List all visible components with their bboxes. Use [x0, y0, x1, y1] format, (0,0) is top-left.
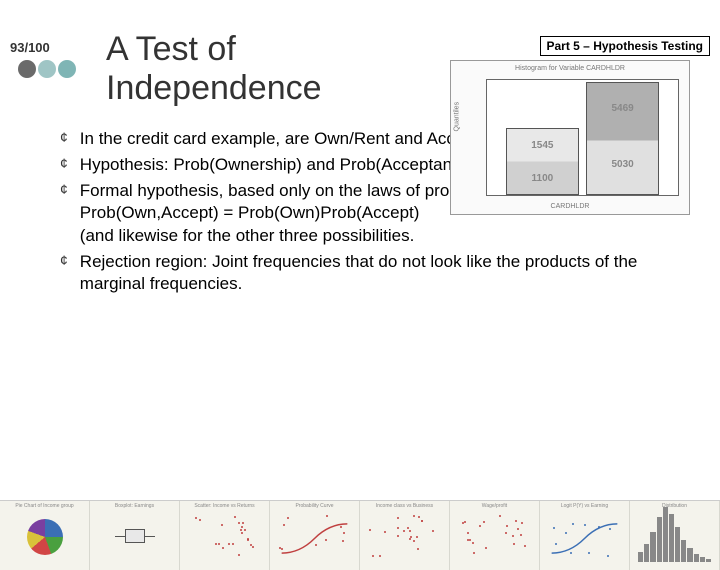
bullet-glyph: ¢ — [60, 180, 68, 246]
footer-thumb: Probability Curve — [270, 501, 360, 570]
thumb-title: Logit P(Y) vs Earning — [542, 503, 627, 509]
histogram-xlabel: CARDHLDR — [451, 203, 689, 210]
deco-circle — [38, 60, 56, 78]
part-label: Part 5 – Hypothesis Testing — [540, 36, 711, 56]
bullet-glyph: ¢ — [60, 154, 68, 176]
footer-thumb: Wage/profit — [450, 501, 540, 570]
title-decoration — [18, 60, 76, 78]
slide-number: 93/100 — [10, 40, 50, 55]
bar-label-top: 1545 — [507, 140, 578, 151]
histogram-bar: 1545 1100 — [506, 128, 579, 195]
deco-circle — [58, 60, 76, 78]
histogram-chart: Histogram for Variable CARDHLDR Quantile… — [450, 60, 690, 215]
line-icon — [548, 515, 621, 562]
scatter-icon — [368, 515, 441, 562]
scatter-icon — [458, 515, 531, 562]
thumb-title: Distribution — [632, 503, 717, 509]
thumb-title: Pie Chart of Income group — [2, 503, 87, 509]
bullet-glyph: ¢ — [60, 251, 68, 295]
footer-thumb: Pie Chart of Income group — [0, 501, 90, 570]
bullet-glyph: ¢ — [60, 128, 68, 150]
histogram-bar: 5469 5030 — [586, 82, 659, 195]
footer-thumb: Income class vs Business — [360, 501, 450, 570]
footer-thumbnails: Pie Chart of Income group Boxplot: Earnin… — [0, 500, 720, 570]
line-icon — [278, 515, 351, 562]
thumb-title: Wage/profit — [452, 503, 537, 509]
thumb-title: Boxplot: Earnings — [92, 503, 177, 509]
footer-thumb: Boxplot: Earnings — [90, 501, 180, 570]
bullet-text: Rejection region: Joint frequencies that… — [80, 251, 680, 295]
bar-label-bottom: 1100 — [507, 173, 578, 184]
histogram-title: Histogram for Variable CARDHLDR — [451, 65, 689, 72]
thumb-title: Scatter: Income vs Returns — [182, 503, 267, 509]
pie-icon — [27, 519, 63, 555]
footer-thumb: Logit P(Y) vs Earning — [540, 501, 630, 570]
histogram-plot-area: 1545 1100 5469 5030 — [486, 79, 679, 196]
bullet-item: ¢ Rejection region: Joint frequencies tha… — [60, 251, 680, 295]
footer-thumb: Distribution — [630, 501, 720, 570]
slide-title: A Test ofIndependence — [106, 30, 322, 108]
deco-circle — [18, 60, 36, 78]
thumb-title: Probability Curve — [272, 503, 357, 509]
thumb-title: Income class vs Business — [362, 503, 447, 509]
bar-label-top: 5469 — [587, 103, 658, 114]
bar-label-bottom: 5030 — [587, 159, 658, 170]
footer-thumb: Scatter: Income vs Returns — [180, 501, 270, 570]
scatter-icon — [188, 515, 261, 562]
bullet-text: Formal hypothesis, based only on the law… — [80, 180, 507, 246]
hist-icon — [638, 515, 711, 562]
histogram-ylabel: Quantiles — [454, 101, 461, 131]
boxplot-icon — [115, 523, 155, 549]
